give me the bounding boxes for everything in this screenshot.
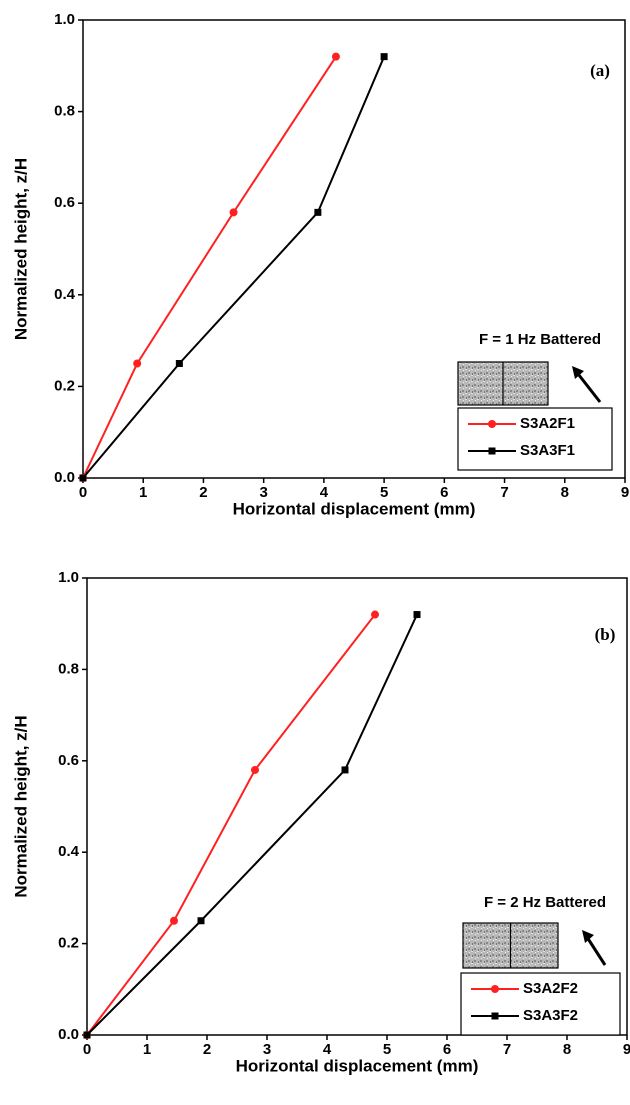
- x-tick-label: 3: [263, 1041, 271, 1058]
- marker: [488, 420, 496, 428]
- y-tick-label: 0.0: [58, 1026, 79, 1043]
- x-tick-label: 9: [621, 484, 629, 501]
- marker: [83, 1031, 91, 1039]
- x-tick-label: 7: [500, 484, 508, 501]
- y-tick-label: 0.8: [54, 103, 75, 120]
- marker: [197, 917, 205, 925]
- x-tick-label: 5: [383, 1041, 391, 1058]
- y-tick-label: 1.0: [58, 569, 79, 586]
- marker: [380, 53, 388, 61]
- x-tick-label: 2: [199, 484, 207, 501]
- y-tick-label: 0.2: [58, 935, 79, 952]
- direction-arrow: [573, 369, 602, 403]
- panel-label: (a): [590, 61, 610, 80]
- y-axis-label: Normalized height, z/H: [11, 158, 30, 340]
- x-tick-label: 6: [440, 484, 448, 501]
- arrow-head: [582, 930, 594, 943]
- legend-label: S3A2F2: [523, 980, 578, 997]
- y-tick-label: 0.4: [58, 843, 80, 860]
- marker: [170, 916, 178, 925]
- marker: [133, 359, 142, 368]
- marker: [413, 611, 421, 619]
- marker: [331, 52, 340, 61]
- series-line: [82, 56, 337, 479]
- x-tick-label: 6: [443, 1041, 451, 1058]
- legend-box: [457, 407, 613, 471]
- x-tick-label: 8: [563, 1041, 571, 1058]
- plot-frame: [86, 577, 628, 1036]
- x-tick-label: 7: [503, 1041, 511, 1058]
- legend-label: S3A2F1: [520, 415, 575, 432]
- y-tick-label: 0.8: [58, 660, 79, 677]
- marker: [229, 208, 238, 217]
- arrow-head: [572, 366, 584, 379]
- x-tick-label: 2: [203, 1041, 211, 1058]
- annotation: F = 1 Hz Battered: [479, 331, 601, 348]
- x-axis-label: Horizontal displacement (mm): [236, 1056, 479, 1075]
- marker: [314, 208, 322, 216]
- series-line: [82, 56, 386, 479]
- y-axis-label: Normalized height, z/H: [11, 715, 30, 897]
- x-tick-label: 1: [139, 484, 147, 501]
- y-tick-label: 0.6: [54, 194, 75, 211]
- panel-label: (b): [595, 625, 616, 644]
- y-tick-label: 0.0: [54, 469, 75, 486]
- chart-panel: 0 1 2 3 4 5 6 7 8 9 0.0 0.2 0.4 0.6 0.8 1.0 Horizontal d…: [11, 569, 630, 1076]
- y-tick-label: 1.0: [54, 11, 75, 28]
- y-tick-label: 0.6: [58, 752, 79, 769]
- x-tick-label: 1: [143, 1041, 151, 1058]
- y-tick-label: 0.2: [54, 377, 75, 394]
- x-tick-label: 9: [623, 1041, 630, 1058]
- x-tick-label: 4: [323, 1041, 332, 1058]
- y-tick-label: 0.4: [54, 286, 76, 303]
- marker: [491, 985, 499, 993]
- marker: [341, 766, 349, 774]
- chart-panel: 0 1 2 3 4 5 6 7 8 9 0.0 0.2 0.4 0.6 0.8 1.0 Horizontal d…: [11, 11, 629, 519]
- x-tick-label: 0: [79, 484, 87, 501]
- x-tick-label: 0: [83, 1041, 91, 1058]
- series-line: [86, 614, 418, 1036]
- marker: [491, 1012, 499, 1020]
- series-line: [86, 613, 376, 1036]
- x-tick-label: 4: [320, 484, 329, 501]
- x-tick-label: 5: [380, 484, 388, 501]
- x-tick-label: 8: [561, 484, 569, 501]
- legend-label: S3A3F2: [523, 1007, 578, 1024]
- marker: [251, 765, 259, 774]
- legend-label: S3A3F1: [520, 442, 575, 459]
- marker: [79, 474, 87, 482]
- x-tick-label: 3: [259, 484, 267, 501]
- x-axis-label: Horizontal displacement (mm): [233, 499, 476, 518]
- annotation: F = 2 Hz Battered: [484, 894, 606, 911]
- legend-box: [460, 972, 621, 1036]
- marker: [488, 447, 496, 455]
- plot-frame: [82, 19, 626, 479]
- marker: [371, 610, 379, 619]
- marker: [175, 360, 183, 367]
